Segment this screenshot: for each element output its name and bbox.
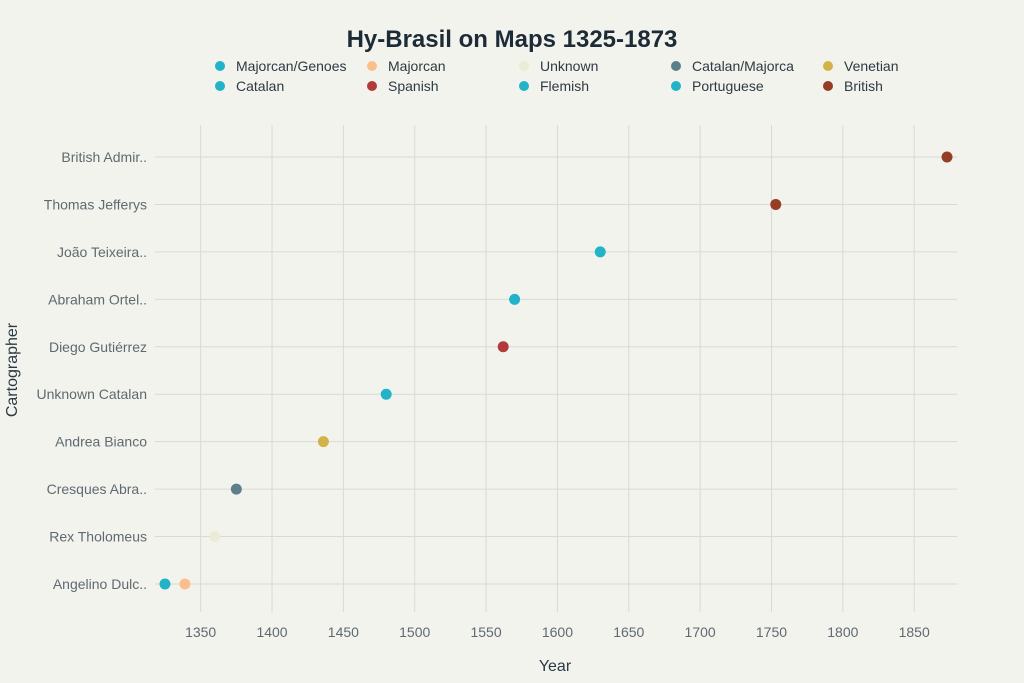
x-tick-label: 1500 <box>399 624 430 640</box>
x-tick-label: 1400 <box>256 624 287 640</box>
y-axis-title: Cartographer <box>4 322 21 417</box>
legend-label: Catalan <box>236 78 285 94</box>
legend-swatch <box>671 61 681 71</box>
legend-label: Catalan/Majorca <box>692 58 794 74</box>
x-tick-label: 1550 <box>470 624 501 640</box>
chart-title: Hy-Brasil on Maps 1325-1873 <box>346 26 678 53</box>
data-points <box>159 151 953 590</box>
data-point <box>159 578 171 590</box>
x-tick-label: 1450 <box>328 624 359 640</box>
data-point <box>770 198 782 210</box>
x-tick-label: 1650 <box>613 624 644 640</box>
legend-item: British <box>813 78 965 94</box>
x-tick-label: 1750 <box>756 624 787 640</box>
legend-item: Spanish <box>357 78 509 94</box>
data-point <box>209 531 221 543</box>
legend-item: Majorcan <box>357 58 509 74</box>
y-tick-label: Abraham Ortel.. <box>48 291 147 307</box>
legend-swatch <box>215 81 225 91</box>
data-point <box>230 483 242 495</box>
data-point <box>497 341 509 353</box>
legend-label: Majorcan/Genoes <box>236 58 347 74</box>
legend-swatch <box>671 81 681 91</box>
legend-label: Portuguese <box>692 78 764 94</box>
legend-swatch <box>823 61 833 71</box>
legend-swatch <box>519 81 529 91</box>
y-tick-label: João Teixeira.. <box>57 244 147 260</box>
y-tick-labels: Angelino Dulc.. Rex Tholomeus Cresques Abr… <box>36 149 147 592</box>
data-point <box>380 388 392 400</box>
legend-swatch <box>823 81 833 91</box>
legend: Majorcan/Genoes Majorcan Unknown Catalan/Ma… <box>205 58 965 94</box>
legend-item: Catalan <box>205 78 357 94</box>
y-tick-label: Andrea Bianco <box>55 434 147 450</box>
y-tick-label: Thomas Jefferys <box>44 196 147 212</box>
legend-item: Unknown <box>509 58 661 74</box>
x-axis-title: Year <box>539 658 572 675</box>
y-tick-label: Angelino Dulc.. <box>53 576 147 592</box>
x-tick-labels: 1350 1400 1450 1500 1550 1600 1650 1700 1750 1800… <box>185 624 930 640</box>
data-point <box>509 293 521 305</box>
legend-label: Unknown <box>540 58 599 74</box>
legend-item: Venetian <box>813 58 965 74</box>
legend-label: Spanish <box>388 78 439 94</box>
y-tick-label: British Admir.. <box>61 149 147 165</box>
legend-label: Majorcan <box>388 58 446 74</box>
x-tick-label: 1700 <box>685 624 716 640</box>
legend-label: British <box>844 78 883 94</box>
y-tick-label: Cresques Abra.. <box>47 481 147 497</box>
x-tick-label: 1800 <box>827 624 858 640</box>
legend-label: Flemish <box>540 78 590 94</box>
legend-swatch <box>367 61 377 71</box>
data-point <box>941 151 953 163</box>
legend-swatch <box>215 61 225 71</box>
legend-item: Catalan/Majorca <box>661 58 813 74</box>
x-tick-label: 1600 <box>542 624 573 640</box>
legend-swatch <box>519 61 529 71</box>
legend-swatch <box>367 81 377 91</box>
data-point <box>317 436 329 448</box>
legend-item: Portuguese <box>661 78 813 94</box>
legend-item: Majorcan/Genoes <box>205 58 357 74</box>
y-tick-label: Unknown Catalan <box>36 386 147 402</box>
data-point <box>594 246 606 258</box>
y-tick-label: Diego Gutiérrez <box>49 339 147 355</box>
grid-lines <box>155 125 957 612</box>
data-point <box>179 578 191 590</box>
x-tick-label: 1850 <box>899 624 930 640</box>
y-tick-label: Rex Tholomeus <box>49 529 147 545</box>
x-tick-label: 1350 <box>185 624 216 640</box>
legend-label: Venetian <box>844 58 899 74</box>
legend-item: Flemish <box>509 78 661 94</box>
